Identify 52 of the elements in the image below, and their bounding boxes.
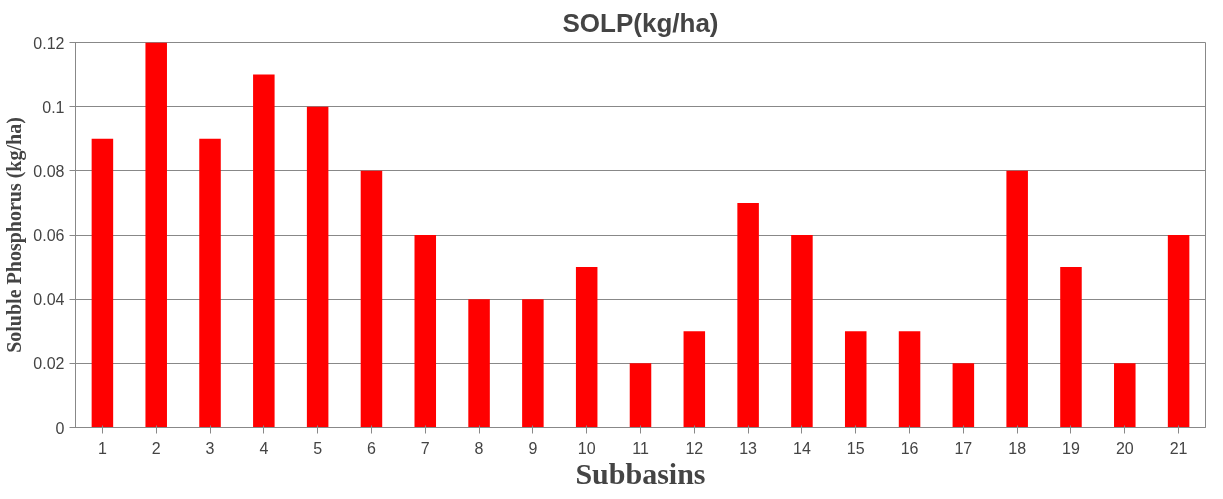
x-tick-label: 17 (954, 439, 973, 457)
bar (1006, 170, 1028, 428)
x-tick-label: 9 (528, 439, 538, 457)
bar (522, 299, 544, 428)
bar (737, 202, 759, 428)
y-tick-label: 0.04 (33, 291, 65, 309)
y-tick-label: 0.12 (33, 34, 65, 52)
x-tick-label: 6 (367, 439, 376, 457)
y-tick-label: 0.08 (33, 162, 65, 180)
y-tick-label: 0 (55, 419, 65, 437)
bar (629, 363, 652, 428)
bar (1060, 267, 1082, 428)
x-tick-label: 19 (1062, 439, 1080, 457)
x-tick-label: 4 (259, 439, 269, 457)
x-tick-label: 8 (474, 439, 484, 457)
bar (468, 299, 490, 428)
bar (952, 363, 975, 428)
x-tick-label: 12 (685, 439, 704, 457)
bar (844, 331, 867, 428)
bar (91, 138, 114, 428)
x-tick-label: 1 (97, 439, 107, 457)
x-tick-label: 16 (900, 439, 919, 457)
bar (898, 331, 921, 428)
y-tick-label: 0.02 (33, 355, 65, 373)
bar (360, 170, 383, 428)
x-tick-label: 15 (846, 439, 865, 457)
x-tick-label: 18 (1008, 439, 1027, 457)
y-tick-label: 0.06 (33, 227, 65, 244)
bar (306, 106, 329, 428)
x-tick-label: 21 (1169, 439, 1188, 457)
x-tick-label: 10 (577, 439, 596, 457)
y-axis-title: Soluble Phosphorus (kg/ha) (3, 117, 27, 353)
x-tick-label: 3 (205, 439, 215, 457)
bar (145, 42, 167, 428)
bar (1114, 363, 1136, 428)
x-tick-label: 20 (1115, 439, 1134, 457)
x-tick-label: 2 (151, 439, 161, 457)
y-tick-label: 0.1 (42, 98, 65, 116)
x-tick-label: 11 (632, 439, 649, 457)
bar (791, 235, 813, 428)
bar (575, 267, 598, 428)
chart-title: SOLP(kg/ha) (562, 7, 719, 38)
x-tick-label: 5 (313, 439, 323, 457)
bar (683, 331, 706, 428)
bar (199, 138, 221, 428)
x-axis-title: Subbasins (575, 456, 706, 490)
bar (1167, 235, 1190, 428)
x-tick-label: 13 (739, 439, 758, 457)
x-tick-label: 14 (793, 439, 811, 457)
x-tick-label: 7 (420, 439, 430, 457)
bar (253, 74, 275, 428)
bar (414, 235, 437, 428)
